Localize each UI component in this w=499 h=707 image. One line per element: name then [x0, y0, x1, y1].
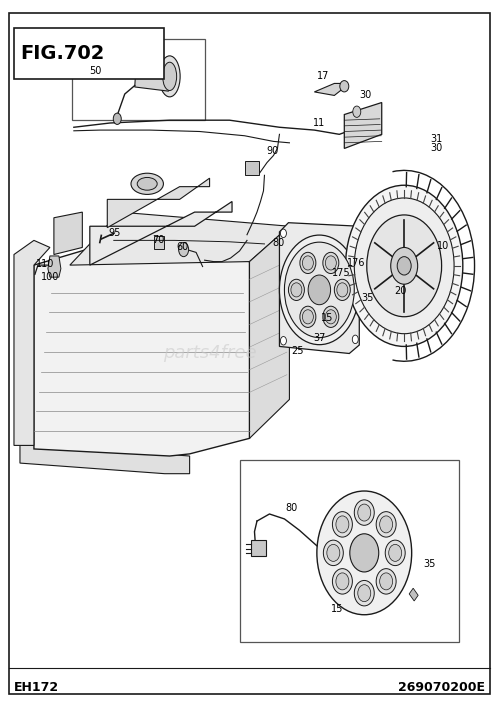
- Circle shape: [353, 106, 361, 117]
- Ellipse shape: [354, 580, 374, 606]
- Ellipse shape: [332, 568, 352, 594]
- Text: 15: 15: [321, 313, 334, 323]
- Ellipse shape: [284, 242, 354, 338]
- Text: 90: 90: [266, 146, 279, 156]
- Text: 35: 35: [361, 293, 374, 303]
- Ellipse shape: [279, 235, 359, 345]
- Polygon shape: [107, 178, 210, 228]
- Circle shape: [280, 337, 286, 345]
- Text: 110: 110: [36, 259, 54, 269]
- Ellipse shape: [376, 512, 396, 537]
- Text: 175: 175: [332, 268, 351, 278]
- Ellipse shape: [302, 310, 313, 324]
- Text: 11: 11: [313, 118, 326, 128]
- Text: 100: 100: [41, 272, 59, 282]
- Text: 95: 95: [109, 228, 121, 238]
- Circle shape: [280, 229, 286, 238]
- Polygon shape: [250, 226, 289, 438]
- Ellipse shape: [332, 512, 352, 537]
- Text: 60: 60: [177, 243, 189, 252]
- Ellipse shape: [291, 283, 302, 297]
- Text: 25: 25: [291, 346, 304, 356]
- Text: 80: 80: [272, 238, 285, 248]
- Ellipse shape: [336, 516, 349, 533]
- Polygon shape: [48, 256, 61, 277]
- Ellipse shape: [308, 275, 331, 305]
- Ellipse shape: [159, 56, 180, 97]
- Ellipse shape: [391, 247, 418, 284]
- Text: 80: 80: [285, 503, 298, 513]
- Ellipse shape: [163, 62, 177, 90]
- Polygon shape: [54, 212, 82, 255]
- Ellipse shape: [346, 185, 463, 346]
- Ellipse shape: [288, 279, 304, 300]
- Polygon shape: [70, 212, 289, 265]
- Circle shape: [352, 335, 358, 344]
- Ellipse shape: [323, 252, 339, 274]
- Text: 37: 37: [313, 333, 326, 343]
- Ellipse shape: [137, 177, 157, 190]
- Ellipse shape: [350, 534, 379, 572]
- Ellipse shape: [385, 540, 405, 566]
- Text: 31: 31: [430, 134, 443, 144]
- Text: 20: 20: [394, 286, 407, 296]
- Polygon shape: [34, 240, 250, 456]
- Ellipse shape: [397, 257, 411, 275]
- Text: 30: 30: [359, 90, 372, 100]
- Ellipse shape: [337, 283, 348, 297]
- Ellipse shape: [323, 306, 339, 327]
- Text: 17: 17: [317, 71, 329, 81]
- Ellipse shape: [317, 491, 412, 614]
- Polygon shape: [245, 161, 259, 175]
- Polygon shape: [14, 240, 50, 445]
- Ellipse shape: [300, 306, 316, 327]
- Ellipse shape: [354, 198, 454, 334]
- Ellipse shape: [302, 256, 313, 270]
- Polygon shape: [154, 236, 164, 249]
- Bar: [135, 71, 170, 91]
- Ellipse shape: [327, 544, 340, 561]
- Circle shape: [179, 243, 189, 257]
- Bar: [14, 28, 164, 79]
- Ellipse shape: [376, 568, 396, 594]
- Text: 15: 15: [331, 604, 344, 614]
- Polygon shape: [20, 445, 190, 474]
- Ellipse shape: [358, 504, 371, 521]
- Bar: [72, 39, 205, 120]
- Ellipse shape: [358, 585, 371, 602]
- Ellipse shape: [325, 256, 336, 270]
- Circle shape: [352, 230, 358, 239]
- Text: EH172: EH172: [14, 681, 59, 694]
- Text: parts4free: parts4free: [163, 344, 256, 363]
- Ellipse shape: [323, 540, 343, 566]
- Text: 50: 50: [89, 66, 101, 76]
- Ellipse shape: [336, 573, 349, 590]
- Polygon shape: [314, 83, 343, 95]
- Ellipse shape: [354, 500, 374, 525]
- Ellipse shape: [380, 573, 393, 590]
- Polygon shape: [279, 223, 359, 354]
- Bar: [240, 460, 459, 642]
- Ellipse shape: [367, 215, 442, 317]
- Text: 269070200E: 269070200E: [398, 681, 485, 694]
- Polygon shape: [409, 588, 418, 601]
- Ellipse shape: [325, 310, 336, 324]
- Ellipse shape: [389, 544, 402, 561]
- Text: 10: 10: [437, 241, 449, 251]
- Ellipse shape: [334, 279, 350, 300]
- Text: 35: 35: [423, 559, 436, 569]
- Circle shape: [113, 113, 121, 124]
- Text: 70: 70: [152, 235, 165, 245]
- Text: FIG.702: FIG.702: [20, 45, 104, 63]
- Ellipse shape: [380, 516, 393, 533]
- Polygon shape: [344, 103, 382, 148]
- Ellipse shape: [300, 252, 316, 274]
- Polygon shape: [90, 201, 232, 265]
- Ellipse shape: [340, 81, 349, 92]
- Ellipse shape: [131, 173, 163, 194]
- Text: 30: 30: [430, 144, 443, 153]
- Bar: [251, 540, 266, 556]
- Text: 176: 176: [347, 258, 366, 268]
